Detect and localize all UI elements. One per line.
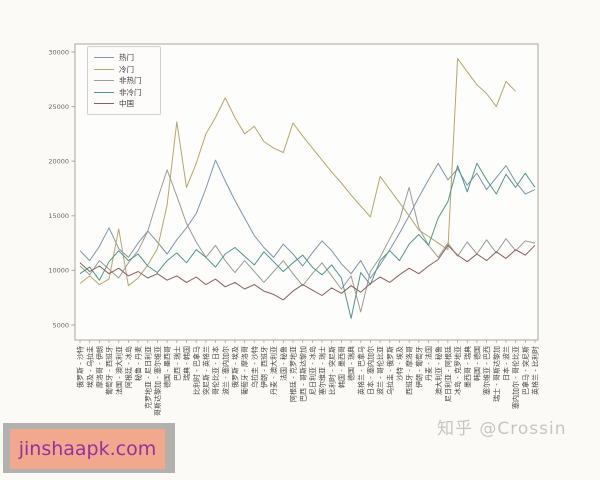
jinshaapk-watermark-box: jinshaapk.com (10, 429, 165, 469)
x-tick-label: 巴拿马 - 突尼斯 (521, 346, 530, 395)
legend-item-hot: 热门 (94, 52, 154, 64)
x-tick-label: 葡萄牙 - 西班牙 (105, 346, 114, 395)
x-tick-label: 伊朗 - 葡萄牙 (414, 346, 423, 388)
x-tick-label: 比利时 - 巴拿马 (192, 346, 201, 395)
y-tick-label: 20000 (48, 158, 69, 166)
x-tick-label: 法国 - 秘鲁 (279, 346, 288, 381)
x-tick-label: 德国 - 墨西哥 (163, 346, 172, 388)
x-tick-label: 瑞典 - 韩国 (182, 346, 191, 381)
x-tick-label: 阿根廷 - 克罗地亚 (289, 346, 298, 402)
x-tick-label: 丹麦 - 澳大利亚 (269, 346, 278, 395)
x-tick-label: 德国 - 瑞典 (347, 346, 356, 381)
x-tick-label: 秘鲁 - 丹麦 (134, 346, 143, 381)
x-tick-label: 塞尔维亚 - 巴西 (482, 346, 491, 395)
x-tick-label: 哥伦比亚 - 日本 (211, 346, 220, 395)
y-tick-label: 30000 (48, 48, 69, 56)
x-tick-label: 澳大利亚 - 秘鲁 (434, 346, 443, 395)
x-tick-label: 比利时 - 突尼斯 (327, 346, 336, 395)
legend-line-swatch (94, 57, 114, 59)
x-tick-label: 英格兰 - 巴拿马 (356, 346, 365, 395)
x-tick-label: 哥斯达黎加 - 塞尔维亚 (153, 346, 162, 416)
x-tick-label: 墨西哥 - 瑞典 (463, 346, 472, 388)
x-tick-label: 突尼斯 - 英格兰 (201, 346, 210, 395)
x-tick-label: 克罗地亚 - 尼日利亚 (143, 346, 152, 409)
legend-line-swatch (94, 91, 114, 93)
legend-label: 冷门 (119, 64, 134, 74)
x-tick-label: 俄罗斯 - 埃及 (230, 346, 239, 388)
x-tick-label: 西班牙 - 摩洛哥 (405, 346, 414, 395)
x-tick-label: 尼日利亚 - 冰岛 (308, 346, 317, 395)
series-line-非冷门 (79, 162, 536, 319)
zhihu-watermark: 知乎 @Crossin (437, 419, 567, 439)
legend-label: 非冷门 (119, 87, 142, 97)
x-tick-label: 日本 - 波兰 (502, 346, 511, 381)
legend-item-china: 中国 (94, 98, 154, 110)
x-tick-label: 葡萄牙 - 摩洛哥 (240, 346, 249, 395)
x-tick-label: 巴西 - 哥斯达黎加 (298, 346, 307, 402)
axes-spines (74, 43, 539, 341)
y-tick-label: 10000 (48, 267, 69, 275)
jinshaapk-watermark-text: jinshaapk.com (18, 438, 157, 460)
series-line-热门 (79, 159, 536, 279)
x-tick-label: 瑞士 - 哥斯达黎加 (492, 346, 501, 402)
y-tick-label: 15000 (48, 212, 69, 220)
legend-item-cold: 冷门 (94, 64, 154, 76)
legend-label: 非热门 (119, 76, 142, 86)
legend-item-noncold: 非冷门 (94, 87, 154, 99)
x-tick-label: 塞内加尔 - 哥伦比亚 (511, 346, 520, 409)
x-tick-label: 塞尔维亚 - 瑞士 (318, 346, 327, 395)
x-tick-label: 丹麦 - 法国 (424, 346, 433, 381)
series-line-冷门 (79, 58, 516, 287)
x-tick-label: 韩国 - 德国 (473, 346, 482, 381)
x-tick-label: 尼日利亚 - 阿根廷 (443, 346, 452, 402)
legend-line-swatch (94, 103, 114, 105)
legend-line-swatch (94, 68, 114, 70)
chart-legend: 热门 冷门 非热门 非冷门 中国 (87, 46, 161, 115)
x-tick-label: 波兰 - 哥伦比亚 (376, 346, 385, 395)
x-tick-label: 摩洛哥 - 伊朗 (95, 346, 104, 388)
x-tick-label: 巴西 - 瑞士 (172, 346, 181, 381)
series-line-非热门 (79, 169, 536, 313)
x-tick-label: 伊朗 - 西班牙 (260, 346, 269, 388)
legend-label: 热门 (119, 53, 134, 63)
x-tick-label: 埃及 - 乌拉圭 (85, 346, 94, 388)
x-tick-label: 俄罗斯 - 沙特 (76, 346, 85, 388)
x-tick-label: 波兰 - 塞内加尔 (221, 346, 230, 395)
series-line-中国 (79, 244, 536, 301)
x-tick-label: 乌拉圭 - 沙特 (250, 346, 259, 388)
x-tick-label: 阿根廷 - 冰岛 (124, 346, 133, 388)
y-tick-label: 5000 (52, 321, 69, 329)
x-tick-label: 沙特 - 埃及 (395, 346, 404, 381)
x-tick-label: 乌拉圭 - 俄罗斯 (385, 346, 394, 395)
legend-item-nonhot: 非热门 (94, 75, 154, 87)
x-tick-label: 法国 - 澳大利亚 (114, 346, 123, 395)
x-tick-label: 冰岛 - 克罗地亚 (453, 346, 462, 395)
x-tick-label: 韩国 - 墨西哥 (337, 346, 346, 388)
x-tick-label: 英格兰 - 比利时 (531, 346, 540, 395)
legend-label: 中国 (119, 99, 134, 109)
x-tick-label: 日本 - 塞内加尔 (366, 346, 375, 395)
y-tick-label: 25000 (48, 103, 69, 111)
legend-line-swatch (94, 80, 114, 82)
